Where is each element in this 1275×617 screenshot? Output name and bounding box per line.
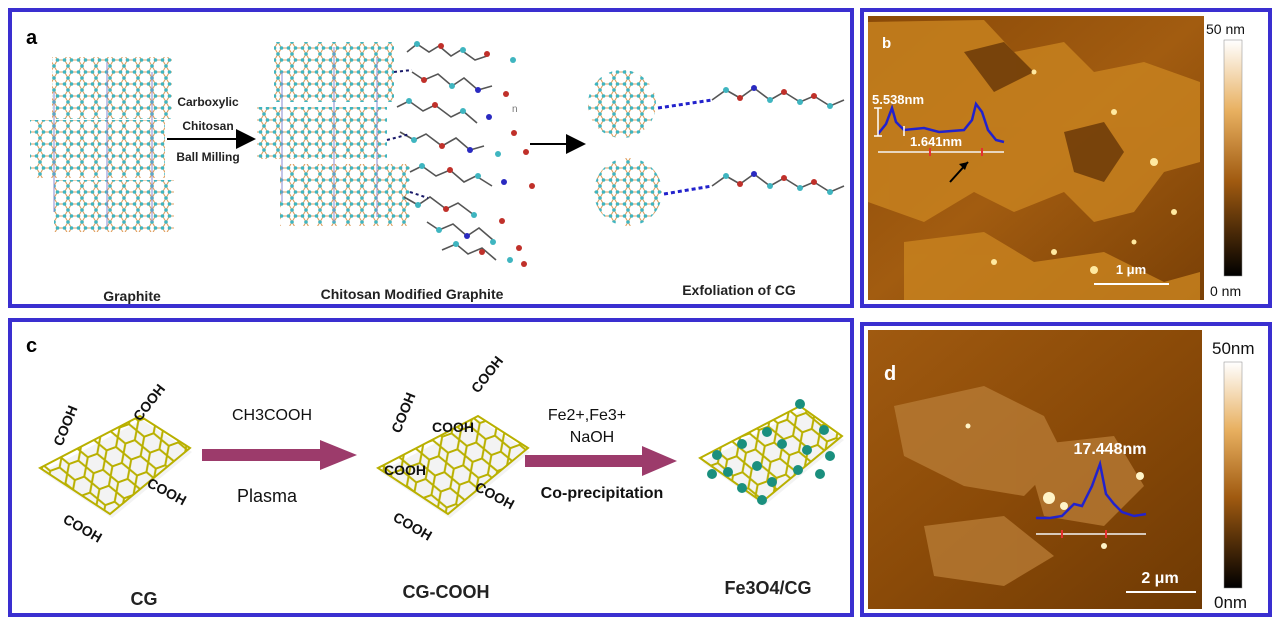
panel-d: d 17.448nm 2 μm 50nm 0nm bbox=[860, 322, 1272, 617]
scalebar-b-label: 1 μm bbox=[1116, 262, 1146, 277]
colorbar-d bbox=[1223, 361, 1243, 589]
exfoliated-sheets bbox=[588, 70, 713, 226]
cg-cooh-sheet bbox=[376, 414, 530, 518]
caption-cg: CG bbox=[131, 589, 158, 609]
panel-a: a Carboxylic Chitosan Ball Milling bbox=[8, 8, 854, 308]
svg-text:COOH: COOH bbox=[468, 353, 506, 396]
step-label-2: Chitosan bbox=[182, 119, 233, 133]
modified-graphite-structure bbox=[257, 42, 410, 226]
graphite-structure bbox=[30, 57, 174, 232]
svg-text:COOH: COOH bbox=[130, 381, 168, 424]
caption-fe3o4-cg: Fe3O4/CG bbox=[724, 578, 811, 598]
condition-1: Plasma bbox=[237, 486, 298, 506]
svg-text:COOH: COOH bbox=[384, 462, 426, 478]
svg-text:COOH: COOH bbox=[61, 511, 105, 546]
panel-c: c COOH COOH COOH COOH CH3COOH Plasma COO… bbox=[8, 318, 854, 617]
reaction-arrow-1 bbox=[202, 440, 357, 470]
height-label-1: 5.538nm bbox=[872, 92, 924, 107]
svg-text:COOH: COOH bbox=[432, 419, 474, 435]
reagent-3: NaOH bbox=[570, 429, 614, 446]
colorbar-d-bottom: 0nm bbox=[1214, 593, 1247, 612]
colorbar-b-top: 50 nm bbox=[1206, 21, 1245, 37]
caption-exfoliation: Exfoliation of CG bbox=[682, 282, 796, 298]
caption-modified-graphite: Chitosan Modified Graphite bbox=[321, 286, 504, 302]
reagent-1: CH3COOH bbox=[232, 407, 312, 424]
panel-c-diagram: c COOH COOH COOH COOH CH3COOH Plasma COO… bbox=[26, 335, 844, 609]
panel-d-afm-image: d 17.448nm 2 μm 50nm 0nm bbox=[868, 330, 1255, 612]
height-label-2: 1.641nm bbox=[910, 134, 962, 149]
svg-text:COOH: COOH bbox=[145, 475, 190, 509]
reaction-arrow-2 bbox=[525, 446, 677, 476]
repeat-marker: n bbox=[512, 104, 518, 115]
svg-text:COOH: COOH bbox=[473, 479, 518, 513]
panel-b-afm-image: b 5.538nm 1.641nm 1 μm 50 nm 0 nm bbox=[868, 16, 1245, 300]
panel-d-letter: d bbox=[884, 363, 896, 385]
step-label-3: Ball Milling bbox=[176, 150, 239, 164]
panel-b-letter: b bbox=[882, 35, 891, 52]
caption-cg-cooh: CG-COOH bbox=[403, 582, 490, 602]
exfoliated-chains bbox=[711, 87, 845, 193]
h-bond-links bbox=[386, 69, 429, 199]
reagent-2: Fe2+,Fe3+ bbox=[548, 407, 626, 424]
fe3o4-particles bbox=[707, 399, 835, 505]
svg-text:COOH: COOH bbox=[50, 403, 81, 448]
pointer-arrowhead bbox=[959, 162, 968, 170]
height-profile-d bbox=[1036, 459, 1147, 538]
panel-a-letter: a bbox=[26, 27, 38, 49]
colorbar-b-bottom: 0 nm bbox=[1210, 283, 1241, 299]
panel-c-letter: c bbox=[26, 335, 37, 357]
svg-text:COOH: COOH bbox=[391, 509, 435, 544]
height-profile-b bbox=[874, 101, 1005, 156]
caption-graphite: Graphite bbox=[103, 288, 161, 304]
panel-a-diagram: a Carboxylic Chitosan Ball Milling bbox=[26, 27, 845, 304]
condition-2: Co-precipitation bbox=[541, 485, 664, 502]
panel-b: b 5.538nm 1.641nm 1 μm 50 nm 0 nm bbox=[860, 8, 1272, 308]
svg-text:COOH: COOH bbox=[388, 390, 419, 435]
height-label-d: 17.448nm bbox=[1074, 441, 1147, 458]
colorbar-d-top: 50nm bbox=[1212, 339, 1255, 358]
colorbar-b bbox=[1223, 39, 1243, 277]
chitosan-atoms bbox=[406, 41, 535, 267]
cg-sheet bbox=[38, 414, 192, 518]
scalebar-d-label: 2 μm bbox=[1141, 570, 1178, 587]
step-label-1: Carboxylic bbox=[177, 95, 239, 109]
chitosan-chains bbox=[396, 43, 497, 261]
exfoliated-atoms bbox=[723, 85, 833, 195]
